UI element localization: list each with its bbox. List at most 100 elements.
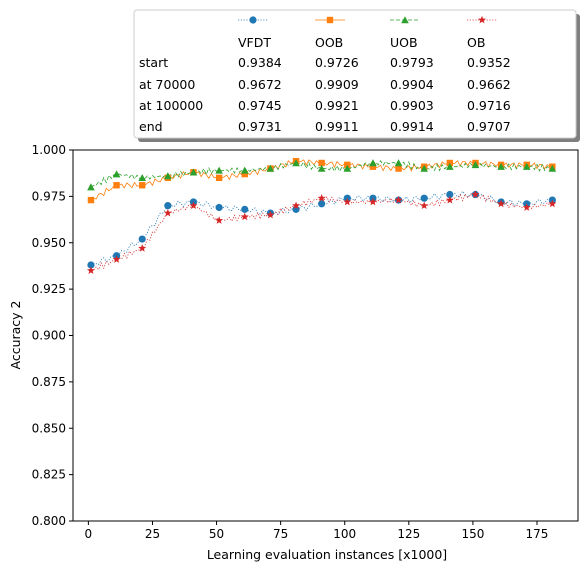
- data-point-vfdt: [164, 202, 172, 210]
- legend-row-label: start: [139, 55, 168, 70]
- data-point-oob: [241, 170, 248, 178]
- data-point-uob: [189, 168, 198, 176]
- data-point-uob: [369, 159, 377, 167]
- legend-cell-value: 0.9909: [315, 77, 359, 92]
- y-axis-label: Accuracy 2: [8, 301, 23, 370]
- y-tick-label: 0.975: [32, 189, 66, 203]
- x-tick-label: 50: [209, 527, 224, 541]
- legend: VFDT OOB UOB OB start 0.9384 0.9726 0.9793 0.935…: [133, 9, 580, 142]
- data-point-vfdt: [87, 261, 95, 269]
- legend-cell-value: 0.9716: [467, 98, 511, 113]
- y-tick-label: 0.925: [32, 282, 66, 296]
- data-point-oob: [87, 196, 95, 204]
- data-point-uob: [394, 159, 403, 167]
- data-point-ob: [368, 197, 377, 206]
- data-point-oob: [395, 165, 402, 172]
- data-point-uob: [522, 162, 531, 170]
- data-point-ob: [292, 201, 301, 210]
- data-point-oob: [318, 159, 325, 167]
- y-tick-label: 0.825: [32, 468, 66, 482]
- x-tick-label: 125: [397, 527, 420, 541]
- data-point-vfdt: [446, 190, 454, 199]
- legend-cell-value: 0.9672: [238, 77, 282, 92]
- data-point-vfdt: [138, 235, 146, 243]
- data-point-ob: [471, 190, 480, 198]
- legend-row-label: at 70000: [139, 77, 195, 92]
- data-point-ob: [189, 201, 198, 210]
- legend-frame: [133, 9, 577, 139]
- legend-cell-value: 0.9914: [390, 119, 434, 134]
- data-point-uob: [446, 162, 454, 170]
- legend-cell-value: 0.9352: [467, 55, 511, 70]
- y-tick-label: 0.875: [32, 375, 66, 389]
- data-point-uob: [548, 164, 557, 172]
- data-point-ob: [317, 194, 326, 202]
- x-tick-label: 175: [526, 527, 549, 541]
- legend-marker-vfdt: [249, 16, 257, 24]
- legend-label-uob: UOB: [390, 35, 418, 50]
- data-point-uob: [240, 166, 249, 174]
- data-point-vfdt: [241, 205, 249, 213]
- legend-cell-value: 0.9921: [315, 98, 359, 113]
- data-point-ob: [266, 210, 275, 219]
- legend-marker-uob: [401, 16, 409, 24]
- y-tick-label: 0.950: [32, 236, 66, 250]
- legend-cell-value: 0.9707: [467, 119, 511, 134]
- data-point-uob: [292, 159, 300, 167]
- data-point-uob: [497, 162, 505, 170]
- data-point-ob: [522, 203, 531, 211]
- data-point-uob: [343, 164, 352, 172]
- data-point-ob: [343, 197, 352, 206]
- legend-label-oob: OOB: [315, 35, 343, 50]
- x-tick-label: 150: [461, 527, 484, 541]
- data-point-ob: [420, 201, 429, 210]
- data-point-ob: [163, 208, 172, 217]
- data-point-ob: [497, 199, 506, 208]
- data-point-oob: [113, 182, 120, 189]
- legend-cell-value: 0.9731: [238, 119, 282, 134]
- data-point-uob: [266, 164, 275, 172]
- legend-cell-value: 0.9911: [315, 119, 359, 134]
- data-point-uob: [317, 164, 326, 172]
- data-point-uob: [138, 174, 147, 182]
- data-point-uob: [471, 161, 480, 169]
- plot-area: 0 25 50 75 100 125 150 175 0.800 0.825 0.850 0.875 0…: [32, 143, 579, 541]
- legend-cell-value: 0.9662: [467, 77, 511, 92]
- legend-row-label: end: [139, 119, 163, 134]
- x-tick-label: 25: [145, 527, 160, 541]
- data-point-ob: [445, 195, 454, 204]
- data-point-ob: [548, 199, 557, 208]
- y-tick-label: 1.000: [32, 143, 66, 157]
- legend-label-vfdt: VFDT: [238, 35, 271, 50]
- legend-marker-oob: [326, 16, 334, 24]
- legend-cell-value: 0.9745: [238, 98, 282, 113]
- data-point-ob: [112, 255, 121, 263]
- legend-cell-value: 0.9384: [238, 55, 282, 70]
- legend-row-label: at 100000: [139, 98, 203, 113]
- legend-cell-value: 0.9793: [390, 55, 434, 70]
- y-tick-label: 0.900: [32, 329, 66, 343]
- x-axis-label: Learning evaluation instances [x1000]: [207, 547, 447, 562]
- data-point-uob: [420, 164, 428, 172]
- legend-cell-value: 0.9904: [390, 77, 434, 92]
- data-point-oob: [139, 182, 146, 189]
- data-point-vfdt: [215, 203, 223, 212]
- data-point-uob: [87, 183, 95, 191]
- data-point-ob: [215, 216, 224, 224]
- data-point-ob: [394, 195, 403, 204]
- data-point-uob: [112, 170, 121, 178]
- y-tick-label: 0.850: [32, 421, 66, 435]
- x-tick-label: 75: [273, 527, 288, 541]
- data-point-uob: [215, 166, 223, 174]
- data-point-ob: [86, 266, 95, 274]
- x-tick-label: 100: [333, 527, 356, 541]
- data-point-oob: [215, 174, 223, 182]
- data-point-uob: [164, 172, 172, 180]
- data-point-ob: [240, 212, 249, 221]
- x-tick-label: 0: [85, 527, 93, 541]
- legend-label-ob: OB: [467, 35, 485, 50]
- y-tick-label: 0.800: [32, 514, 66, 528]
- legend-cell-value: 0.9903: [390, 98, 434, 113]
- data-point-vfdt: [318, 200, 326, 208]
